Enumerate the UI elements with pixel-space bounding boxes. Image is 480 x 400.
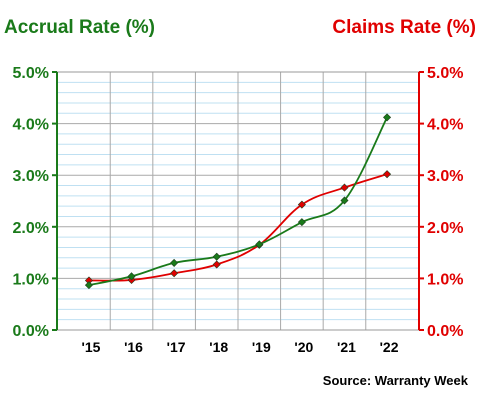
x-tick-label: '19 bbox=[252, 339, 271, 355]
right-tick-label: 1.0% bbox=[427, 271, 463, 288]
x-tick-label: '18 bbox=[209, 339, 228, 355]
series-line-1 bbox=[88, 173, 388, 282]
x-tick-label: '22 bbox=[380, 339, 399, 355]
x-tick-label: '20 bbox=[294, 339, 313, 355]
series-0-point bbox=[383, 113, 392, 122]
right-axis-ticks: 0.0% 1.0% 2.0% 3.0% 4.0% 5.0% bbox=[419, 65, 463, 340]
left-tick-label: 0.0% bbox=[13, 323, 49, 340]
x-axis-ticks: '15 '16 '17 '18 '19 '20 '21 '22 bbox=[81, 339, 398, 355]
series-0-point bbox=[84, 281, 93, 290]
series-0-point bbox=[127, 272, 136, 281]
right-tick-label: 5.0% bbox=[427, 65, 463, 82]
left-tick-label: 1.0% bbox=[13, 271, 49, 288]
series-0-point bbox=[255, 240, 264, 249]
series-1-point bbox=[170, 269, 179, 278]
left-axis-title: Accrual Rate (%) bbox=[4, 17, 155, 38]
series-0-point bbox=[170, 258, 179, 267]
right-axis-title: Claims Rate (%) bbox=[332, 17, 476, 38]
series-0-point bbox=[340, 196, 349, 205]
left-tick-label: 3.0% bbox=[13, 168, 49, 185]
right-tick-label: 0.0% bbox=[427, 323, 463, 340]
x-tick-label: '16 bbox=[124, 339, 143, 355]
vertical-gridlines bbox=[109, 72, 367, 330]
x-tick-label: '15 bbox=[81, 339, 100, 355]
right-tick-label: 4.0% bbox=[427, 117, 463, 134]
series-layer bbox=[84, 113, 392, 290]
series-1-point bbox=[383, 170, 392, 179]
series-1-point bbox=[340, 183, 349, 192]
right-tick-label: 2.0% bbox=[427, 220, 463, 237]
series-1-point bbox=[297, 200, 306, 209]
left-tick-label: 5.0% bbox=[13, 65, 49, 82]
source-note: Source: Warranty Week bbox=[323, 373, 469, 388]
x-tick-label: '17 bbox=[167, 339, 186, 355]
series-0-point bbox=[212, 252, 221, 261]
left-axis-ticks: 0.0% 1.0% 2.0% 3.0% 4.0% 5.0% bbox=[13, 65, 57, 340]
x-tick-label: '21 bbox=[337, 339, 356, 355]
right-tick-label: 3.0% bbox=[427, 168, 463, 185]
series-1-point bbox=[212, 260, 221, 269]
series-0-point bbox=[297, 218, 306, 227]
left-tick-label: 4.0% bbox=[13, 117, 49, 134]
left-tick-label: 2.0% bbox=[13, 220, 49, 237]
